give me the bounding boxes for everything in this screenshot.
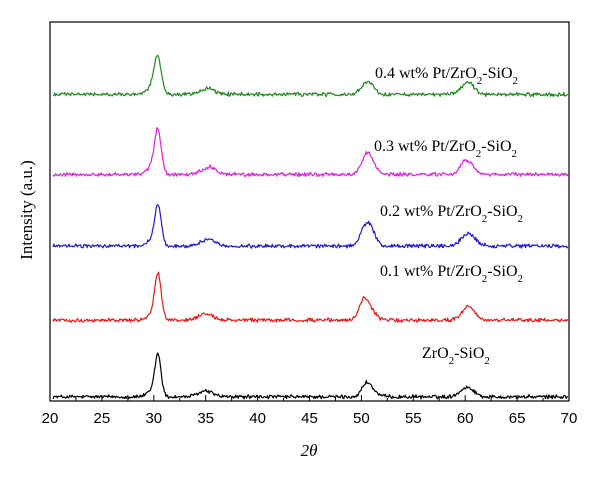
x-tick-label: 50 <box>353 410 370 427</box>
series-line <box>52 127 569 178</box>
x-tick-label: 60 <box>457 410 474 427</box>
x-tick-label: 20 <box>42 410 59 427</box>
x-tick-label: 45 <box>301 410 318 427</box>
x-tick-label: 55 <box>405 410 422 427</box>
series-line <box>52 204 569 249</box>
x-axis-ticks: 20 25 30 35 40 45 50 55 60 65 70 <box>42 395 578 427</box>
x-tick-label: 30 <box>145 410 162 427</box>
x-tick-label: 35 <box>197 410 214 427</box>
series-line <box>52 271 569 323</box>
series-lines <box>52 54 569 400</box>
x-axis-title: 2θ <box>301 441 318 460</box>
series-label: 0.1 wt% Pt/ZrO2-SiO2 <box>380 263 523 285</box>
series-line <box>52 54 569 98</box>
series-label: 0.2 wt% Pt/ZrO2-SiO2 <box>380 203 523 225</box>
series-labels: ZrO2-SiO2 0.1 wt% Pt/ZrO2-SiO2 0.2 wt% Pt/… <box>374 65 523 367</box>
x-tick-label: 65 <box>509 410 526 427</box>
series-label: 0.4 wt% Pt/ZrO2-SiO2 <box>375 65 518 87</box>
x-tick-label: 70 <box>561 410 578 427</box>
x-tick-label: 40 <box>249 410 266 427</box>
series-label: ZrO2-SiO2 <box>422 345 490 367</box>
series-line <box>52 352 569 400</box>
series-label: 0.3 wt% Pt/ZrO2-SiO2 <box>374 138 517 160</box>
y-axis-title: Intensity (a.u.) <box>17 160 36 260</box>
x-tick-label: 25 <box>94 410 111 427</box>
